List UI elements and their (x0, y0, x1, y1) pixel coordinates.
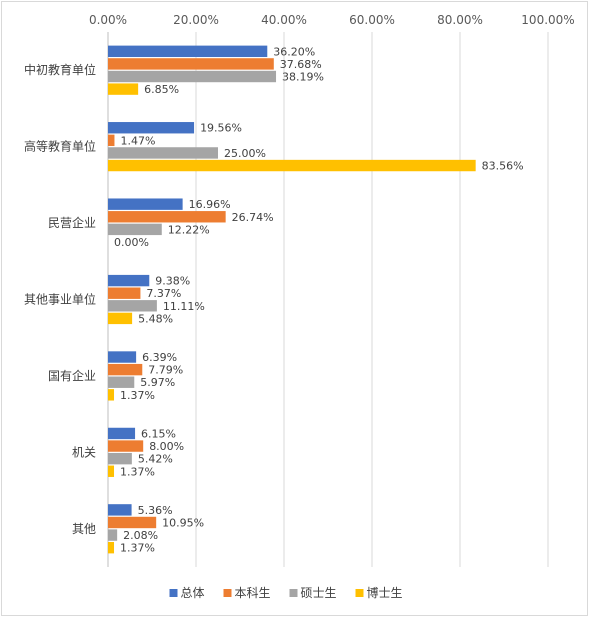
data-label: 11.11% (163, 300, 205, 313)
bar (108, 376, 135, 388)
legend-swatch (289, 589, 298, 597)
bar (108, 389, 115, 401)
category-label: 中初教育单位 (24, 62, 96, 77)
bar (108, 440, 144, 452)
data-label: 83.56% (482, 160, 524, 173)
data-label: 1.37% (120, 389, 155, 402)
bar (108, 312, 133, 325)
bar (108, 70, 277, 83)
bar (108, 211, 226, 223)
bar (108, 427, 136, 440)
category-label: 其他 (72, 522, 96, 536)
data-label: 7.37% (146, 287, 181, 300)
bar (108, 452, 132, 465)
bar (108, 83, 139, 95)
data-label: 6.85% (144, 83, 179, 96)
data-label: 25.00% (224, 147, 266, 160)
x-tick-label: 40.00% (261, 13, 307, 27)
bar (108, 300, 157, 312)
bar (108, 198, 183, 210)
x-tick-label: 80.00% (437, 13, 483, 27)
chart-frame (1, 1, 588, 616)
data-label: 16.96% (189, 198, 231, 211)
data-label: 6.15% (141, 427, 176, 440)
data-label: 26.74% (232, 211, 274, 224)
data-label: 10.95% (162, 516, 204, 529)
bar (108, 287, 141, 299)
bar (108, 58, 274, 70)
legend-label: 硕士生 (301, 586, 337, 600)
bar (108, 45, 268, 58)
data-label: 19.56% (200, 122, 242, 135)
legend-label: 博士生 (367, 585, 403, 600)
bar (108, 363, 143, 376)
data-label: 36.20% (273, 45, 315, 58)
bar (108, 274, 150, 287)
bar (108, 159, 476, 172)
data-label: 37.68% (280, 58, 322, 71)
data-label: 5.36% (138, 504, 173, 517)
data-label: 12.22% (168, 223, 210, 236)
data-label: 38.19% (282, 71, 324, 84)
bar (108, 541, 115, 554)
bar (108, 351, 137, 363)
bar (108, 504, 132, 516)
legend-swatch (355, 589, 364, 597)
data-label: 2.08% (123, 529, 158, 542)
legend-label: 本科生 (235, 586, 271, 600)
data-label: 5.48% (138, 312, 173, 325)
data-label: 1.37% (120, 465, 155, 478)
data-label: 5.97% (140, 376, 175, 389)
data-label: 6.39% (142, 351, 177, 364)
bar (108, 223, 162, 236)
bar (108, 529, 118, 541)
data-label: 1.37% (120, 542, 155, 555)
legend-label: 总体 (181, 586, 205, 600)
x-tick-label: 60.00% (349, 13, 395, 27)
category-label: 机关 (72, 445, 96, 459)
data-label: 7.79% (148, 364, 183, 377)
data-label: 9.38% (155, 275, 190, 288)
x-tick-label: 100.00% (521, 13, 574, 27)
data-label: 8.00% (149, 440, 184, 453)
data-label: 0.00% (114, 236, 149, 249)
category-label: 高等教育单位 (24, 139, 96, 154)
x-tick-label: 0.00% (89, 13, 127, 27)
bar (108, 134, 115, 147)
bar (108, 122, 195, 134)
legend-swatch (169, 589, 178, 597)
category-label: 民营企业 (48, 215, 96, 230)
data-label: 5.42% (138, 453, 173, 466)
bar (108, 147, 218, 159)
x-tick-label: 20.00% (173, 13, 219, 27)
bar (108, 516, 157, 529)
data-label: 1.47% (120, 134, 155, 147)
category-label: 其他事业单位 (24, 292, 96, 307)
bar (108, 465, 115, 477)
category-label: 国有企业 (48, 368, 96, 383)
legend-swatch (223, 589, 232, 597)
